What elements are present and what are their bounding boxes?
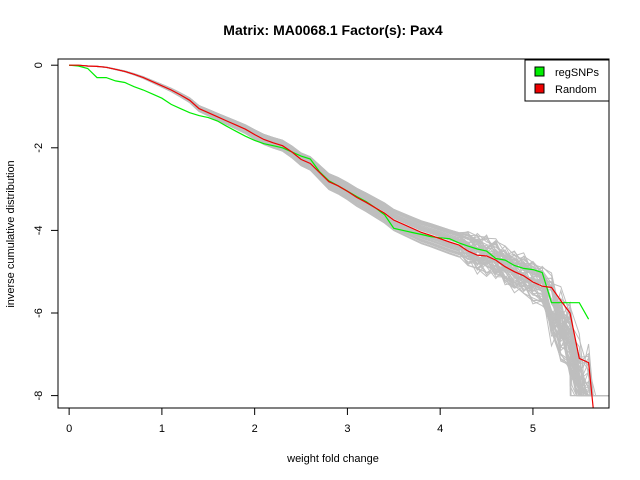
series-regsnps-line [69,64,590,320]
x-tick-label: 0 [66,423,72,435]
chart-title: Matrix: MA0068.1 Factor(s): Pax4 [223,22,443,38]
legend-label-random: Random [555,84,597,96]
legend-swatch-random [534,83,545,94]
legend: regSNPs Random [524,59,610,102]
legend-swatch-regsnps [534,66,545,77]
series-layer [69,64,594,409]
x-tick-label: 5 [530,423,536,435]
series-random-line [69,64,594,409]
y-tick-label: -8 [33,391,45,401]
y-tick-label: -4 [33,226,45,236]
legend-label-regsnps: regSNPs [555,67,600,79]
background-curve [69,64,609,397]
y-tick-label: -2 [33,143,45,153]
x-tick-label: 3 [344,423,350,435]
y-tick-label: -6 [33,308,45,318]
y-axis: 0 -2 -4 -6 -8 [33,62,59,401]
x-tick-label: 1 [159,423,165,435]
y-axis-label: inverse cumulative distribution [5,160,17,307]
y-tick-label: 0 [33,62,45,68]
x-tick-label: 4 [437,423,443,435]
x-axis-label: weight fold change [286,453,379,465]
x-tick-label: 2 [252,423,258,435]
x-axis: 0 1 2 3 4 5 [66,407,536,435]
background-curve [69,64,609,397]
